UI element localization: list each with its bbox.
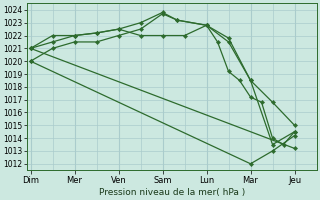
X-axis label: Pression niveau de la mer( hPa ): Pression niveau de la mer( hPa ) <box>99 188 245 197</box>
